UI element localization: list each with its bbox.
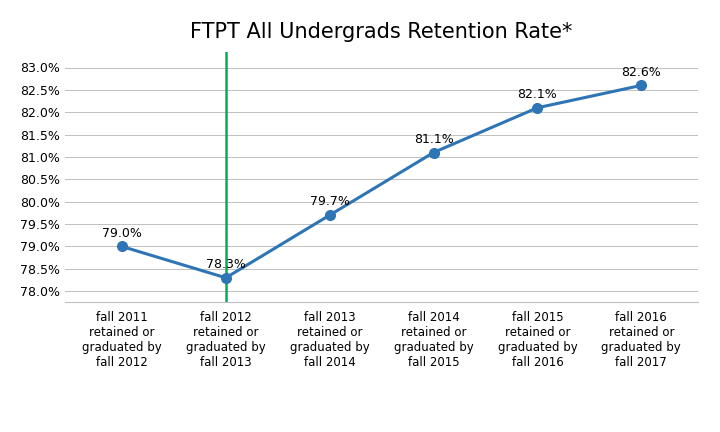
Text: 79.0%: 79.0% (102, 227, 142, 240)
Text: 78.3%: 78.3% (206, 258, 246, 271)
Title: FTPT All Undergrads Retention Rate*: FTPT All Undergrads Retention Rate* (190, 22, 573, 42)
Text: 79.7%: 79.7% (310, 195, 350, 208)
Text: 82.6%: 82.6% (621, 66, 661, 79)
Text: 82.1%: 82.1% (518, 88, 557, 101)
Text: 81.1%: 81.1% (414, 133, 454, 146)
